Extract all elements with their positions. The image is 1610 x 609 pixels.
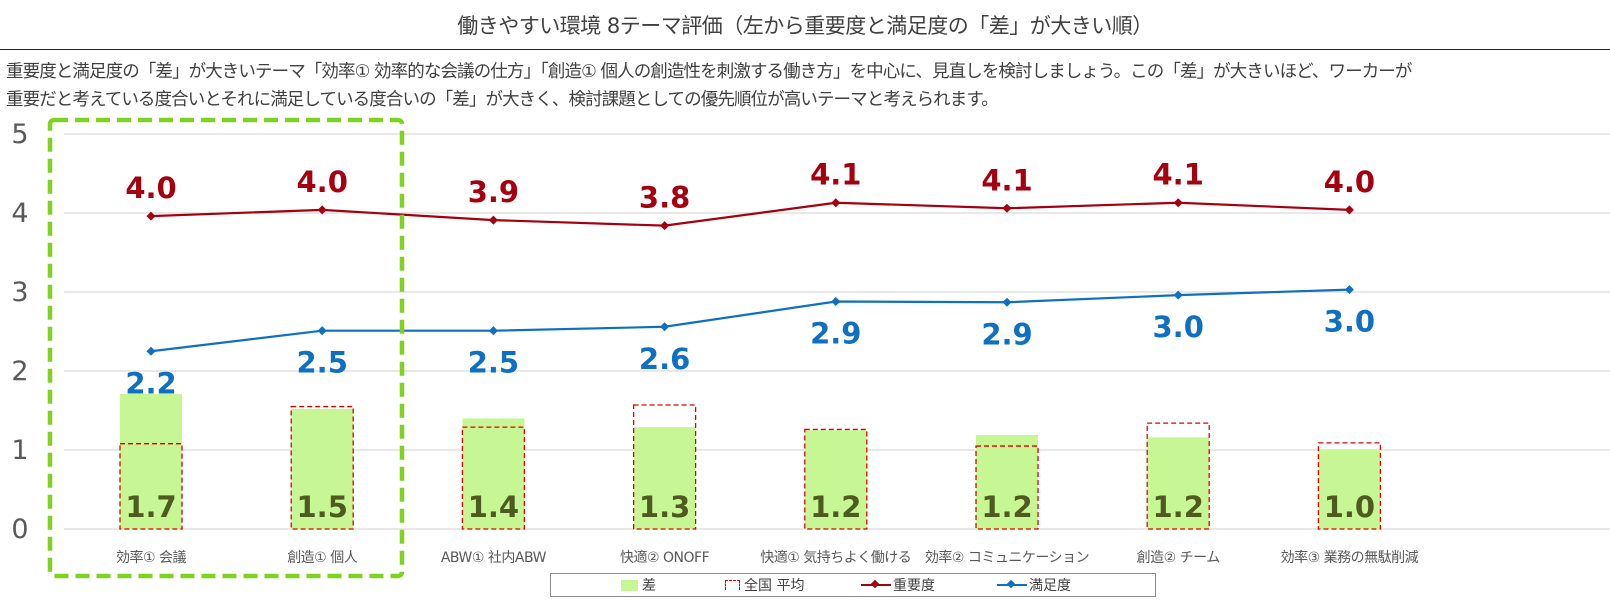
satisfaction-data-label: 2.2	[125, 366, 176, 400]
importance-marker	[1002, 203, 1012, 213]
national-average-outline	[119, 443, 183, 530]
legend-label-gap: 差	[642, 578, 656, 594]
importance-data-label: 4.1	[981, 163, 1032, 197]
importance-marker	[146, 211, 156, 221]
legend-label-satisfaction: 満足度	[1029, 578, 1071, 594]
satisfaction-marker	[317, 326, 327, 336]
gap-data-label: 1.2	[981, 490, 1032, 524]
x-tick-label: 快適② ONOFF	[620, 549, 710, 566]
satisfaction-marker	[488, 326, 498, 336]
national-average-outlines	[119, 404, 1382, 530]
importance-data-label: 4.1	[810, 158, 861, 192]
line-series	[146, 198, 1354, 356]
gap-bar	[462, 418, 525, 529]
satisfaction-marker	[660, 322, 670, 332]
importance-data-label: 4.0	[125, 171, 176, 205]
national-average-outline	[290, 405, 354, 530]
importance-marker	[831, 198, 841, 208]
gap-bar	[804, 430, 867, 529]
data-labels: 1.7 1.5 1.4 1.3 1.2 1.2 1.2 1.0 4.0 4.0 3.9 3.8 4.1 4…	[125, 158, 1375, 524]
gap-swatch-icon	[621, 579, 638, 591]
gap-data-label: 1.3	[639, 490, 690, 524]
gap-bar	[120, 393, 182, 529]
y-tick-label: 5	[11, 119, 28, 150]
importance-data-label: 4.0	[1324, 165, 1375, 199]
gap-bars	[120, 393, 1381, 529]
satisfaction-data-label: 2.9	[981, 317, 1032, 351]
legend-item-importance: 重要度	[861, 574, 935, 596]
line-marker-swatch-icon	[861, 579, 891, 591]
importance-data-label: 3.9	[468, 175, 519, 209]
satisfaction-data-label: 2.6	[639, 342, 690, 376]
satisfaction-marker	[831, 296, 841, 307]
legend-label-importance: 重要度	[893, 578, 935, 594]
national-average-outline	[1146, 422, 1210, 530]
chart-title: 働きやすい環境 8テーマ評価（左から重要度と満足度の「差」が大きい順）	[457, 14, 1153, 38]
satisfaction-data-label: 2.9	[810, 316, 861, 350]
description-line-1: 重要度と満足度の「差」が大きいテーマ「効率① 効率的な会議の仕方」「創造① 個人…	[6, 62, 1412, 82]
gap-bar	[291, 408, 354, 529]
dashed-box-swatch-icon	[725, 580, 740, 590]
gap-bar	[1318, 449, 1381, 529]
x-tick-label: ABW① 社内ABW	[441, 550, 547, 566]
importance-data-label: 4.0	[297, 165, 348, 199]
gap-data-label: 1.2	[810, 490, 861, 524]
gap-bar	[976, 434, 1038, 529]
legend-label-national-average: 全国 平均	[744, 578, 805, 594]
importance-line	[150, 201, 1350, 227]
satisfaction-data-label: 3.0	[1153, 310, 1204, 344]
legend-item-satisfaction: 満足度	[997, 574, 1071, 596]
importance-data-label: 3.8	[639, 181, 690, 215]
gap-data-label: 1.0	[1324, 490, 1375, 524]
satisfaction-data-label: 2.5	[297, 346, 348, 380]
satisfaction-marker	[146, 346, 156, 356]
satisfaction-line	[150, 288, 1350, 353]
importance-marker	[660, 221, 670, 231]
satisfaction-data-label: 2.5	[468, 346, 519, 380]
gap-data-label: 1.2	[1153, 490, 1204, 524]
y-tick-label: 2	[11, 356, 28, 387]
satisfaction-marker	[1344, 285, 1354, 295]
x-tick-label: 創造① 個人	[287, 550, 358, 566]
x-axis: 効率① 会議 創造① 個人 ABW① 社内ABW 快適② ONOFF 快適① 気持ちよく…	[116, 549, 1419, 566]
legend: 差 全国 平均 重要度 満足度	[550, 573, 1156, 597]
gap-bar	[633, 427, 696, 529]
x-tick-label: 効率① 会議	[116, 549, 187, 566]
y-tick-label: 0	[11, 514, 28, 545]
x-tick-label: 創造② チーム	[1137, 550, 1221, 566]
legend-item-gap: 差	[621, 574, 656, 596]
national-average-outline	[1317, 442, 1382, 530]
national-average-outline	[804, 428, 868, 530]
y-tick-label: 3	[11, 277, 28, 308]
satisfaction-data-label: 3.0	[1324, 305, 1375, 339]
highlight-box	[47, 117, 405, 579]
y-tick-label: 4	[11, 198, 28, 229]
gap-bar	[1147, 437, 1210, 529]
satisfaction-marker	[1002, 297, 1012, 307]
national-average-outline	[461, 426, 526, 530]
x-tick-label: 快適① 気持ちよく働ける	[760, 549, 911, 566]
national-average-outline	[632, 404, 697, 530]
importance-marker	[1173, 198, 1183, 208]
national-average-outline	[975, 445, 1039, 530]
y-tick-label: 1	[11, 435, 28, 466]
importance-data-label: 4.1	[1153, 158, 1204, 192]
y-axis: 0 1 2 3 4 5	[11, 119, 28, 545]
title-divider	[0, 49, 1610, 50]
gap-data-label: 1.4	[468, 490, 519, 524]
legend-item-national-average: 全国 平均	[725, 574, 804, 596]
line-marker-swatch-icon	[997, 579, 1027, 591]
x-tick-label: 効率② コミュニケーション	[925, 549, 1089, 566]
gap-data-label: 1.5	[297, 490, 348, 524]
gap-data-label: 1.7	[125, 490, 176, 524]
description-line-2: 重要だと考えている度合いとそれに満足している度合いの「差」が大きく、検討課題とし…	[6, 90, 999, 110]
importance-marker	[488, 215, 498, 225]
x-tick-label: 効率③ 業務の無駄削減	[1281, 549, 1419, 566]
